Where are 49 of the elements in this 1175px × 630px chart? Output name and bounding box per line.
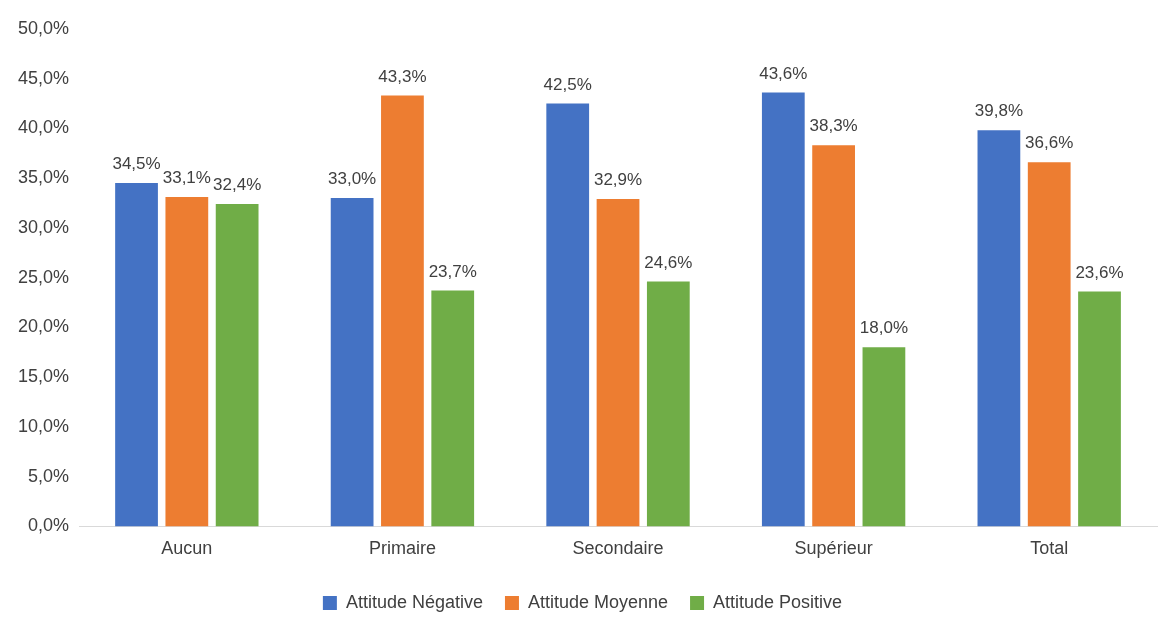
data-label: 24,6% <box>644 252 693 272</box>
x-tick-label: Secondaire <box>572 538 664 559</box>
bar <box>1078 291 1121 527</box>
y-tick-label: 35,0% <box>17 167 70 188</box>
y-tick-label: 40,0% <box>17 117 70 138</box>
bar <box>977 130 1021 527</box>
bar <box>546 103 590 527</box>
bar <box>165 196 209 527</box>
x-tick-label: Primaire <box>368 538 436 559</box>
data-label: 39,8% <box>974 101 1023 121</box>
y-tick-label: 20,0% <box>17 316 70 337</box>
bar <box>330 197 374 527</box>
bar <box>381 95 424 527</box>
data-label: 33,1% <box>162 168 211 188</box>
data-label: 32,9% <box>593 170 643 190</box>
y-tick-label: 5,0% <box>28 465 70 486</box>
bar <box>862 347 906 527</box>
bar <box>115 183 158 527</box>
data-label: 33,0% <box>328 169 377 189</box>
bar <box>596 198 640 527</box>
bar <box>1027 162 1071 527</box>
y-tick-label: 0,0% <box>28 515 70 536</box>
y-tick-label: 45,0% <box>17 67 70 88</box>
y-tick-label: 10,0% <box>17 415 70 436</box>
legend-label: Attitude Moyenne <box>527 591 669 612</box>
y-tick-label: 15,0% <box>17 366 70 387</box>
data-label: 38,3% <box>809 116 858 136</box>
data-label: 42,5% <box>543 74 592 94</box>
data-label: 23,7% <box>428 261 477 281</box>
y-tick-label: 30,0% <box>17 216 70 237</box>
y-tick-label: 25,0% <box>17 266 70 287</box>
data-label: 36,6% <box>1025 133 1074 153</box>
x-tick-label: Aucun <box>161 538 213 559</box>
legend-label: Attitude Positive <box>713 591 843 612</box>
data-label: 43,6% <box>759 63 808 83</box>
bar <box>761 92 805 527</box>
data-label: 18,0% <box>859 318 909 338</box>
data-label: 23,6% <box>1075 262 1124 282</box>
data-label: 34,5% <box>112 154 161 174</box>
bar <box>431 290 475 527</box>
data-label: 32,4% <box>213 175 262 195</box>
data-label: 43,3% <box>378 66 427 86</box>
x-tick-label: Total <box>1030 538 1069 559</box>
bar <box>812 145 855 527</box>
legend-label: Attitude Négative <box>345 591 483 612</box>
y-tick-label: 50,0% <box>17 17 70 38</box>
bar <box>646 281 690 527</box>
bar <box>215 203 259 527</box>
x-tick-label: Supérieur <box>794 538 873 559</box>
